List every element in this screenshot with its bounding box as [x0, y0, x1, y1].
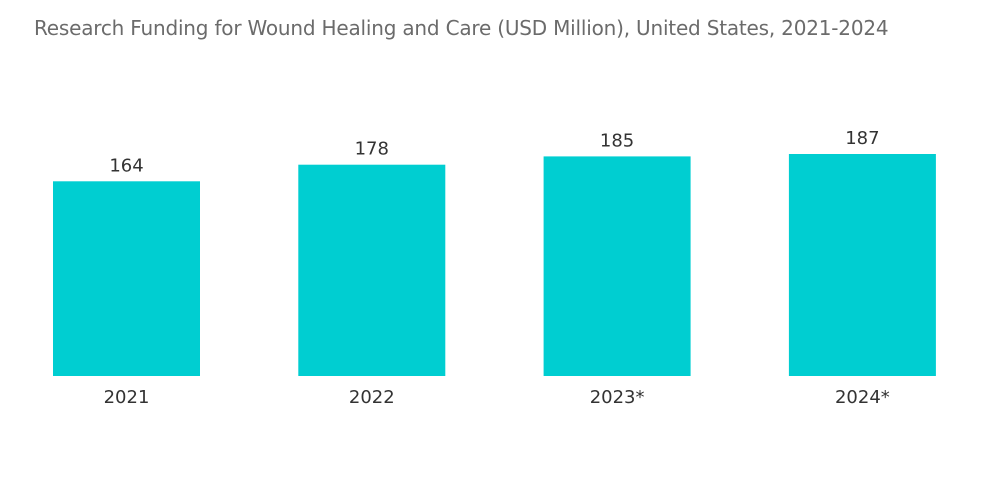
- value-labels-group: 164 178 185 187: [109, 128, 879, 176]
- value-label-2022: 178: [355, 139, 389, 160]
- tick-label-2023*: 2023*: [590, 387, 645, 408]
- value-label-2024*: 187: [845, 128, 879, 149]
- category-axis: 2021 2022 2023* 2024*: [104, 387, 890, 408]
- bar-2022: [298, 164, 446, 376]
- chart-title: Research Funding for Wound Healing and C…: [34, 16, 889, 40]
- bar-2021: [53, 181, 200, 376]
- bars-group: [53, 154, 936, 376]
- value-label-2023*: 185: [600, 130, 634, 151]
- bar-2023*: [543, 156, 691, 376]
- tick-label-2022: 2022: [349, 387, 395, 408]
- bar-2024*: [788, 154, 936, 376]
- value-label-2021: 164: [109, 155, 143, 176]
- tick-label-2021: 2021: [104, 387, 150, 408]
- tick-label-2024*: 2024*: [835, 387, 890, 408]
